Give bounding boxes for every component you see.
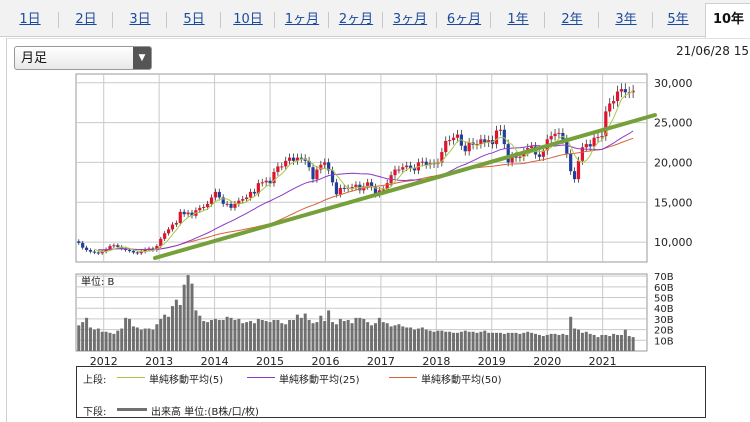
tab-12[interactable]: 3年 <box>615 12 637 27</box>
tab-8[interactable]: 3ヶ月 <box>392 12 428 27</box>
tab-1[interactable]: 1日 <box>19 12 41 27</box>
legend-ma5-swatch <box>117 377 145 378</box>
tab-separator <box>490 12 491 28</box>
period-tab-bar: 1日 2日 3日 5日 10日 1ヶ月 2ヶ月 3ヶ月 6ヶ月 1年 2年 3年 5年 10年 <box>0 0 750 38</box>
tab-4[interactable]: 5日 <box>183 12 205 27</box>
legend-volume-label: 出来高 単位:(B株/口/枚) <box>151 407 259 418</box>
tab-separator <box>544 12 545 28</box>
legend-ma50-label: 単純移動平均(50) <box>421 375 502 386</box>
chart-panel <box>6 38 750 422</box>
legend-volume-swatch <box>117 408 147 411</box>
legend-upper-label: 上段: <box>83 375 107 386</box>
tab-10[interactable]: 1年 <box>507 12 529 27</box>
legend-ma25-label: 単純移動平均(25) <box>279 375 360 386</box>
timestamp: 21/06/28 15: <box>676 44 750 58</box>
legend-lower-label: 下段: <box>83 407 107 418</box>
legend-ma50-swatch <box>389 377 417 378</box>
tab-separator <box>166 12 167 28</box>
tab-2[interactable]: 2日 <box>75 12 97 27</box>
chevron-down-icon[interactable]: ▼ <box>133 47 151 69</box>
tab-separator <box>220 12 221 28</box>
tab-14[interactable]: 10年 <box>705 3 750 38</box>
period-select-value: 月足 <box>21 51 48 66</box>
tab-separator <box>274 12 275 28</box>
tab-5[interactable]: 10日 <box>233 12 263 27</box>
tab-7[interactable]: 2ヶ月 <box>338 12 374 27</box>
tab-separator <box>328 12 329 28</box>
tab-3[interactable]: 3日 <box>129 12 151 27</box>
tab-13[interactable]: 5年 <box>667 12 689 27</box>
tab-11[interactable]: 2年 <box>561 12 583 27</box>
legend-ma5-label: 単純移動平均(5) <box>149 375 224 386</box>
tab-separator <box>652 12 653 28</box>
tab-separator <box>58 12 59 28</box>
tab-9[interactable]: 6ヶ月 <box>446 12 482 27</box>
tab-separator <box>436 12 437 28</box>
legend-box: 上段: 単純移動平均(5) 単純移動平均(25) 単純移動平均(50) 下段: … <box>76 366 706 418</box>
period-select[interactable]: 月足 ▼ <box>14 46 152 70</box>
tab-6[interactable]: 1ヶ月 <box>284 12 320 27</box>
tab-separator <box>382 12 383 28</box>
tab-separator <box>598 12 599 28</box>
tab-separator <box>112 12 113 28</box>
legend-ma25-swatch <box>247 377 275 378</box>
